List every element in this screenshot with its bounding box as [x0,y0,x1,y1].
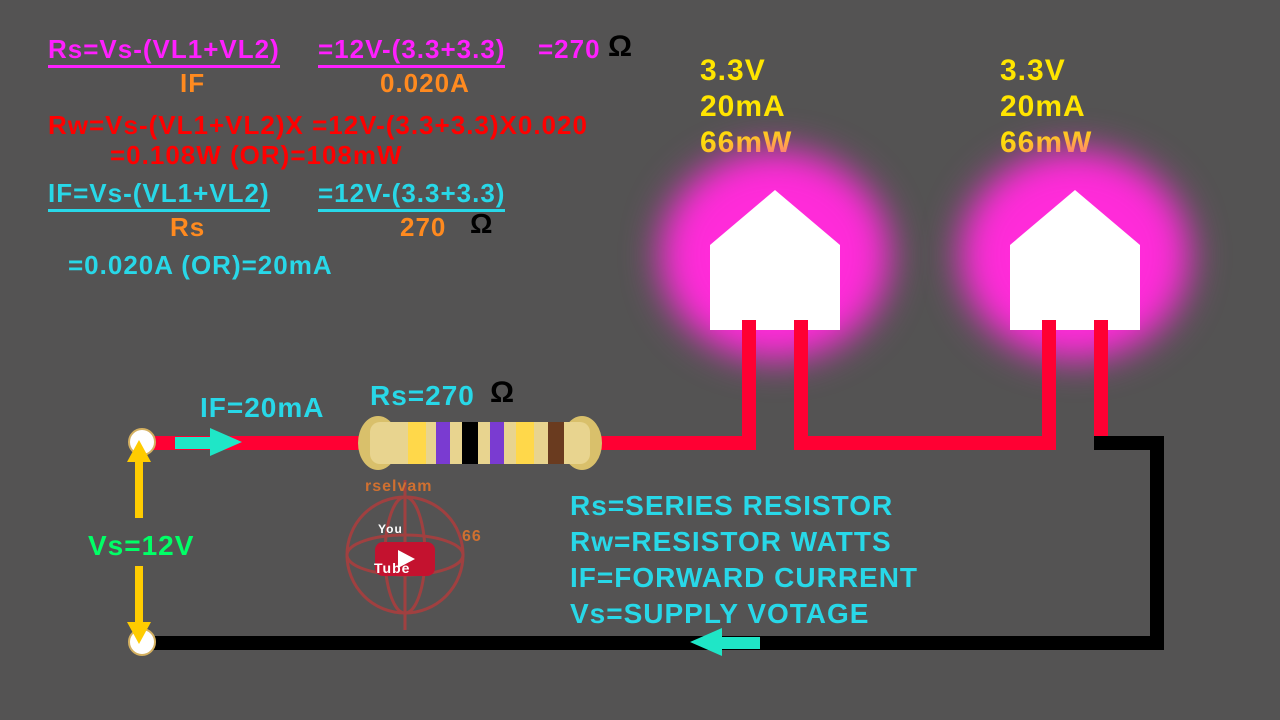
rs-formula-eq: =270 [538,34,601,65]
resistor-band [490,422,504,464]
resistor-body [370,422,590,464]
if-formula-lhs-bot: Rs [170,212,205,243]
led2-i: 20mA [1000,90,1086,124]
rs-formula-lhs-top: Rs=Vs-(VL1+VL2) [48,34,280,65]
return-arrow-stem [720,637,760,649]
arrow-up-icon [127,440,151,462]
led2-v: 3.3V [1000,54,1066,88]
legend-rw: Rw=RESISTOR WATTS [570,526,892,558]
legend-rs: Rs=SERIES RESISTOR [570,490,893,522]
watermark-sphere-icon [330,480,480,630]
arrow-down-icon [127,622,151,644]
watermark-side: 66 [462,528,482,546]
resistor-band [516,422,534,464]
rs-formula-lhs-bot: IF [180,68,205,99]
wire-return-right [1094,436,1164,450]
resistor-band [548,422,564,464]
resistor-band [408,422,426,464]
rw-line2: =0.108W (OR)=108mW [110,140,403,171]
rs-formula-ohm: Ω [608,30,633,64]
if-label: IF=20mA [200,392,325,424]
return-arrow-icon [690,628,722,656]
resistor-band [462,422,478,464]
rs-formula-mid-top: =12V-(3.3+3.3) [318,34,505,65]
legend-vs: Vs=SUPPLY VOTAGE [570,598,870,630]
wire-top-right [590,436,750,450]
led1-icon [710,190,840,330]
rs-ohm: Ω [490,376,515,410]
led2-leg-a [1042,320,1056,450]
resistor-band [436,422,450,464]
watermark-yt1: You [378,522,403,536]
wire-return-down [1150,436,1164,650]
led1-i: 20mA [700,90,786,124]
wire-return-bottom [140,636,1164,650]
watermark-top: rselvam [365,478,433,496]
rs-formula-mid-bot: 0.020A [380,68,470,99]
rw-line1: Rw=Vs-(VL1+VL2)X =12V-(3.3+3.3)X0.020 [48,110,588,141]
wire-mid [794,436,1050,450]
legend-if: IF=FORWARD CURRENT [570,562,918,594]
vs-stem-up [135,458,143,518]
if-formula-mid-top: =12V-(3.3+3.3) [318,178,505,209]
led2-icon [1010,190,1140,330]
led1-leg-c [794,320,808,450]
vs-stem-dn [135,566,143,626]
led1-v: 3.3V [700,54,766,88]
led1-leg-a [742,320,756,450]
watermark-yt2: Tube [374,560,410,576]
if-line2: =0.020A (OR)=20mA [68,250,333,281]
if-arrow-stem [175,437,215,449]
rs-label: Rs=270 [370,380,475,412]
led2-leg-c [1094,320,1108,450]
vs-label: Vs=12V [88,530,194,562]
if-formula-lhs-top: IF=Vs-(VL1+VL2) [48,178,270,209]
if-formula-mid-bot: 270 [400,212,446,243]
if-formula-ohm: Ω [470,208,493,240]
